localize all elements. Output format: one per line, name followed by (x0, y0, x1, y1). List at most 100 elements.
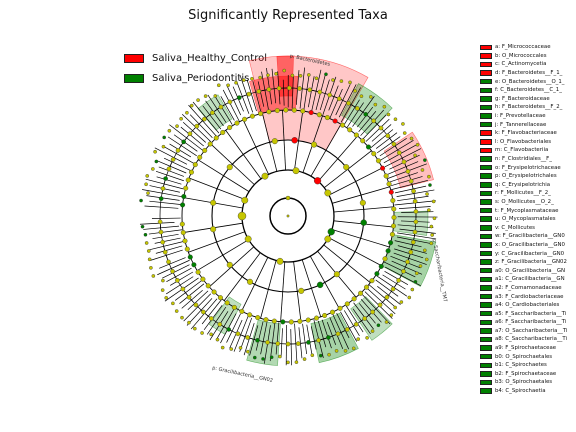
leaf-branch (302, 323, 308, 355)
leaf-branch (252, 81, 262, 112)
neutral-node (405, 169, 411, 174)
healthy-node (308, 110, 314, 116)
taxon-legend-item: b2: F_Spirochaetaceae (480, 370, 567, 379)
leaf-branch (396, 189, 435, 197)
leaf-branch (155, 171, 184, 182)
periodontitis-node (180, 202, 186, 208)
taxon-legend-item: o: F_Erysipelotrichaceae (480, 163, 567, 172)
leaf-branch (338, 84, 357, 118)
legend-swatch-periodontitis (124, 73, 144, 83)
taxon-swatch (480, 310, 492, 317)
inner-branch (301, 259, 322, 317)
neutral-node (180, 230, 186, 236)
leaf-branch (154, 147, 188, 165)
neutral-node (286, 360, 290, 365)
leaf-branch (226, 84, 242, 116)
taxon-swatch (480, 225, 492, 231)
leaf-branch (399, 228, 436, 234)
neutral-node (231, 304, 237, 310)
neutral-node (337, 305, 343, 311)
taxon-label: a8: C_Saccharibacteria__Ti (495, 336, 567, 343)
leaf-branch (346, 102, 364, 128)
periodontitis-node (252, 355, 257, 360)
neutral-node (234, 80, 238, 85)
neutral-node (179, 116, 183, 121)
periodontitis-node (327, 228, 335, 236)
periodontitis-node (140, 224, 145, 229)
taxon-label: a2: F_Comamonadaceae (495, 284, 562, 291)
taxon-swatch (480, 388, 492, 394)
neutral-node (210, 199, 217, 206)
neutral-node (242, 78, 246, 82)
leaf-branch (226, 313, 241, 343)
leaf-branch (387, 161, 419, 175)
leaf-branch (383, 261, 416, 278)
leaf-branch (362, 294, 391, 325)
taxon-swatch (480, 207, 492, 214)
taxon-label: a3: F_Cardiobacteriaceae (495, 293, 564, 300)
neutral-node (377, 302, 383, 308)
taxon-swatch (480, 70, 492, 76)
taxon-label: w: F_Gracilibacteria__GN0 (495, 233, 565, 240)
neutral-node (182, 238, 188, 244)
leaf-branch (207, 94, 227, 123)
neutral-node (385, 133, 391, 139)
neutral-node (274, 71, 278, 76)
taxon-legend-item: v: C_Mollicutes (480, 223, 567, 232)
neutral-node (179, 221, 185, 227)
neutral-node (391, 214, 397, 220)
neutral-node (353, 322, 359, 327)
neutral-node (413, 219, 419, 225)
neutral-node (235, 331, 241, 337)
taxon-label: g: F_Bacteroidaceae (495, 95, 550, 102)
periodontitis-node (326, 335, 331, 340)
periodontitis-node (187, 254, 193, 260)
leaf-branch (261, 71, 269, 110)
healthy-node (291, 137, 298, 144)
neutral-node (266, 109, 272, 115)
neutral-node (166, 166, 172, 172)
leaf-branch (260, 322, 268, 355)
neutral-node (171, 301, 175, 306)
taxon-legend-item: a5: F_Saccharibacteria__Ti (480, 309, 567, 318)
neutral-node (411, 188, 416, 194)
neutral-node (246, 91, 252, 97)
inner-branch (328, 167, 383, 196)
periodontitis-node (428, 183, 432, 187)
leaf-branch (139, 221, 175, 225)
neutral-node (351, 296, 357, 302)
taxon-swatch (480, 259, 492, 265)
leaf-branch (294, 323, 298, 361)
taxon-swatch (480, 242, 492, 248)
taxon-label: k: F_Flavobacteriaceae (495, 130, 557, 137)
taxon-label: a4: O_Cardiobacteriales (495, 302, 560, 309)
taxon-legend-item: a9: F_Spirochaetaceae (480, 344, 567, 353)
group-legend: Saliva_Healthy_Control Saliva_Periodonti… (124, 51, 267, 91)
leaf-branch (174, 279, 204, 301)
taxon-legend-item: d: F_Bacteroidetes__F_1_ (480, 69, 567, 78)
neutral-node (227, 125, 233, 131)
neutral-node (218, 104, 224, 110)
neutral-node (160, 288, 165, 292)
neutral-node (151, 274, 156, 278)
inner-branch (223, 252, 261, 301)
taxon-label: c: C_Actinomycetia (495, 61, 547, 68)
taxon-label: e: O_Bacteroidetes__O_1_ (495, 78, 565, 85)
neutral-node (424, 257, 429, 262)
neutral-node (339, 79, 344, 83)
neutral-node (192, 162, 198, 168)
taxon-legend-item: a4: O_Cardiobacteriales (480, 301, 567, 310)
neutral-node (158, 229, 164, 235)
neutral-node (290, 73, 295, 78)
neutral-node (383, 173, 389, 179)
neutral-node (386, 181, 392, 187)
taxon-label: o: F_Erysipelotrichaceae (495, 164, 561, 171)
taxon-label: b: O_Micrococcales (495, 52, 547, 59)
neutral-node (160, 186, 166, 191)
neutral-node (294, 360, 299, 364)
neutral-node (224, 300, 230, 306)
neutral-node (220, 129, 226, 135)
leaf-branch (379, 138, 407, 157)
taxon-legend-item: b3: O_Spirochaetales (480, 378, 567, 387)
taxon-legend-item: g: F_Bacteroidaceae (480, 95, 567, 104)
